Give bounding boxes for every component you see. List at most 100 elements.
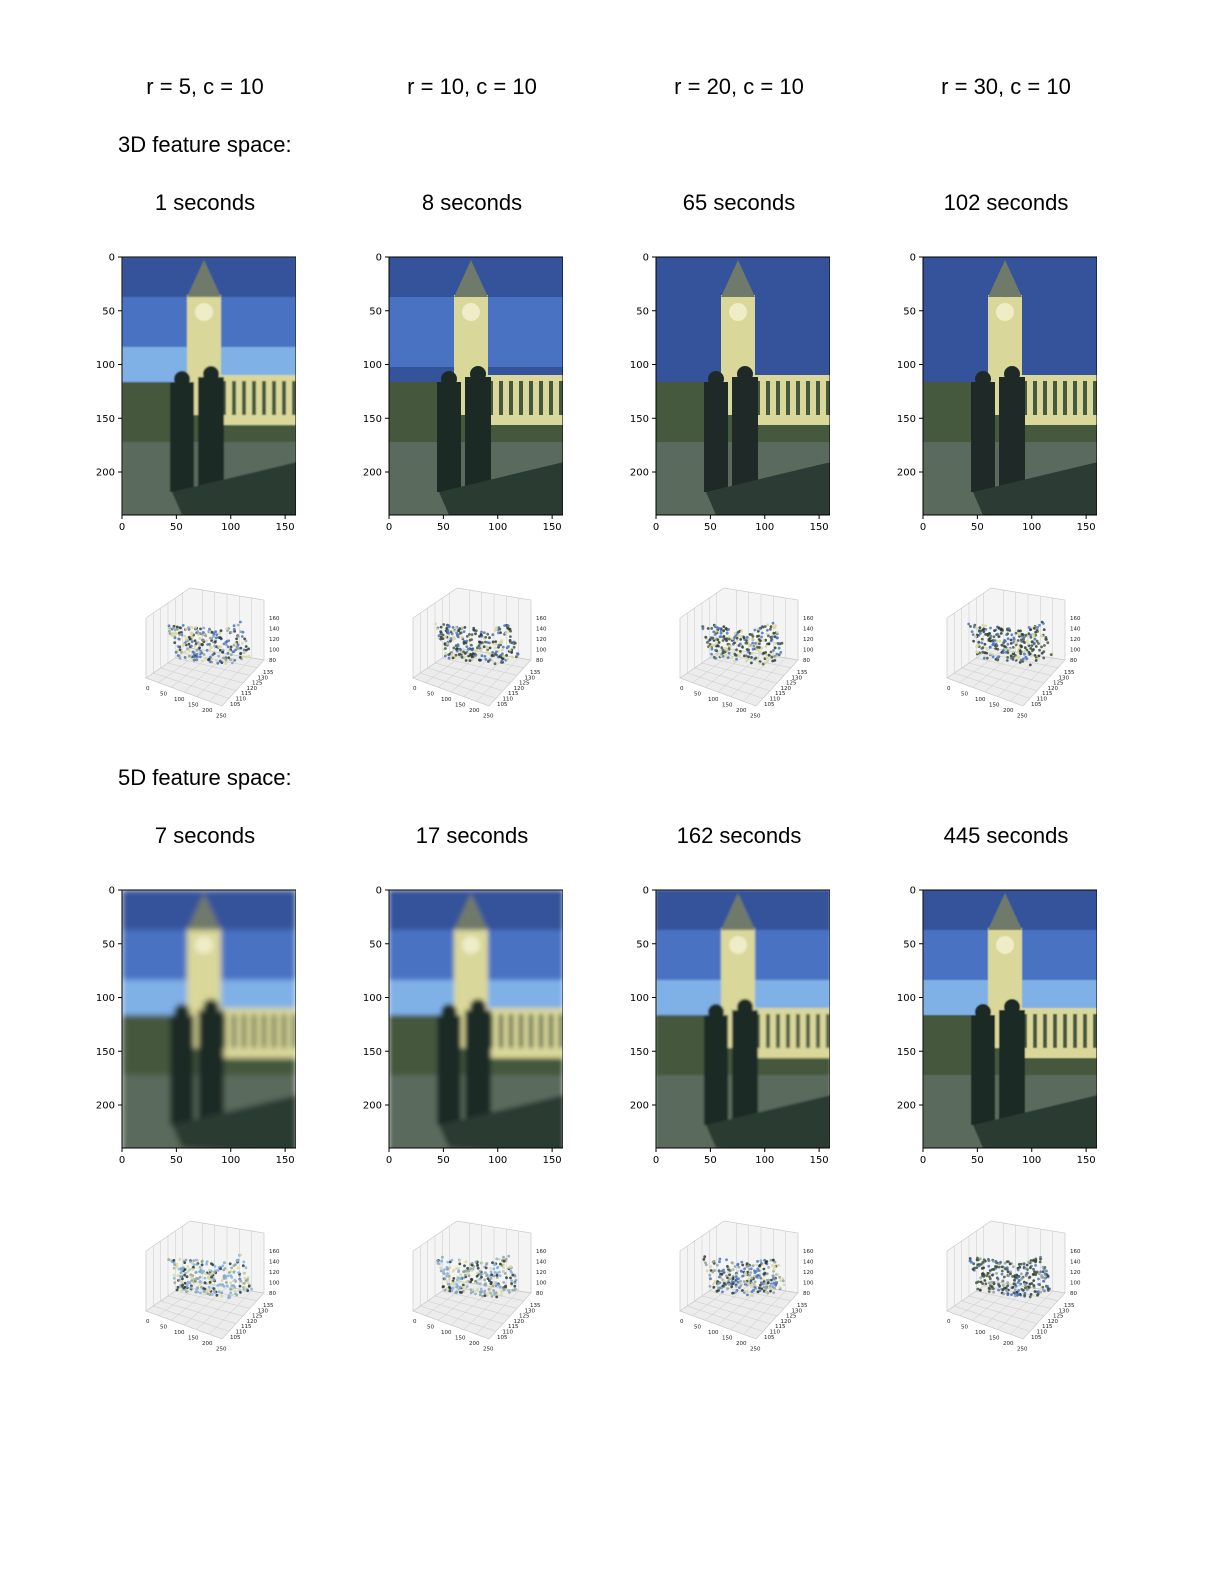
scatter-point: [208, 1277, 211, 1281]
palace-window: [262, 1014, 266, 1048]
scatter-point: [739, 650, 742, 653]
scatter-point: [207, 657, 211, 661]
scatter-point: [222, 1275, 226, 1278]
scatter-point: [208, 1280, 212, 1284]
y-tick-label: 125: [252, 681, 263, 687]
y-tick-label: 125: [519, 681, 530, 687]
scatter-point: [731, 637, 734, 641]
y-tick-label: 115: [1042, 1324, 1053, 1330]
scatter-point: [718, 1257, 722, 1261]
scatter-point: [985, 656, 989, 660]
scatter-point: [238, 1278, 242, 1281]
scatter-point: [976, 1258, 980, 1262]
scatter-point: [719, 635, 723, 638]
scatter-point: [980, 637, 984, 641]
scatter-point: [708, 1273, 712, 1277]
scatter-point: [193, 639, 197, 643]
scatter-point: [756, 645, 759, 649]
scatter-point: [488, 651, 491, 655]
scatter-point: [455, 1266, 459, 1270]
plot-frame: [655, 256, 830, 516]
scatter-point: [980, 641, 984, 645]
person-left: [170, 382, 194, 492]
scatter-point: [466, 652, 470, 656]
scatter-point: [702, 1257, 706, 1261]
scatter-point: [483, 1283, 487, 1286]
scatter-point: [205, 1289, 209, 1292]
x-tick-label: 100: [488, 522, 507, 533]
scatter-point: [500, 648, 504, 652]
scatter-point: [511, 655, 514, 659]
scatter-point: [769, 1289, 772, 1293]
scatter-point: [733, 1265, 737, 1268]
scatter-point: [470, 654, 474, 658]
scatter-point: [175, 1288, 179, 1292]
scatter-point: [222, 642, 226, 646]
scatter-point: [502, 1259, 506, 1263]
y-tick-label: 200: [630, 468, 649, 479]
scatter-point: [175, 632, 179, 636]
scatter-point: [769, 650, 773, 654]
y-tick-label: 115: [508, 691, 519, 697]
scatter-point: [470, 1263, 474, 1267]
scatter-point: [1009, 1270, 1012, 1273]
scatter-point: [742, 636, 746, 640]
z-tick-label: 140: [536, 627, 547, 633]
scatter-point: [189, 1260, 192, 1264]
scatter-point: [1011, 646, 1015, 649]
scatter-point: [989, 634, 993, 638]
scatter-point: [1009, 642, 1013, 645]
x-tick-label: 150: [722, 1336, 733, 1342]
scatter-point: [501, 657, 505, 661]
scatter-point: [229, 1287, 232, 1291]
grid-line: [687, 672, 764, 699]
scatter-point: [730, 1285, 734, 1289]
scatter-point: [1002, 1292, 1006, 1296]
scatter-point: [439, 637, 443, 641]
tower-spire: [454, 893, 488, 930]
y-tick-label: 135: [530, 670, 541, 676]
scatter-point: [179, 626, 182, 630]
scatter-point: [759, 1259, 763, 1262]
scatter-point: [465, 634, 469, 638]
scatter-point: [481, 641, 484, 645]
scatter-point: [1002, 1284, 1005, 1287]
scatter-point: [502, 1288, 506, 1292]
scatter-point: [736, 1280, 740, 1284]
scatter-point: [967, 622, 971, 626]
scatter-point: [989, 626, 992, 630]
y-tick-label: 200: [897, 1101, 916, 1112]
scatter-point: [477, 644, 481, 648]
scatter-point: [750, 656, 753, 659]
scatter-point: [179, 632, 183, 636]
scatter-point: [195, 658, 199, 662]
z-tick-label: 140: [1070, 1260, 1081, 1266]
scatter-point: [439, 630, 443, 633]
scatter-point: [1003, 645, 1007, 649]
scatter-point: [181, 1267, 184, 1271]
scatter-point: [1000, 1269, 1004, 1273]
x-tick-label: 50: [704, 1155, 717, 1166]
scatter-point: [717, 1275, 721, 1279]
scatter-point: [194, 1271, 198, 1274]
y-tick-label: 120: [781, 1319, 792, 1325]
scatter-point: [498, 627, 502, 631]
scatter-point: [462, 1270, 465, 1274]
scatter-point: [509, 635, 512, 638]
y-tick-label: 200: [897, 468, 916, 479]
scatter-point: [1023, 646, 1027, 650]
scatter-point: [722, 636, 726, 639]
palace-window: [786, 1014, 790, 1048]
scatter-point: [499, 653, 503, 657]
scatter-point: [168, 629, 171, 633]
scatter-point: [229, 1291, 233, 1295]
scatter-point: [773, 1265, 777, 1269]
scatter-point: [1037, 642, 1040, 645]
scatter-point: [765, 656, 769, 660]
palace-window: [796, 1014, 800, 1048]
scatter-point: [457, 1269, 461, 1273]
x-tick-label: 0: [386, 522, 392, 533]
z-tick-label: 160: [536, 616, 547, 622]
scatter-point: [434, 622, 438, 626]
y-tick-label: 110: [1037, 697, 1048, 703]
